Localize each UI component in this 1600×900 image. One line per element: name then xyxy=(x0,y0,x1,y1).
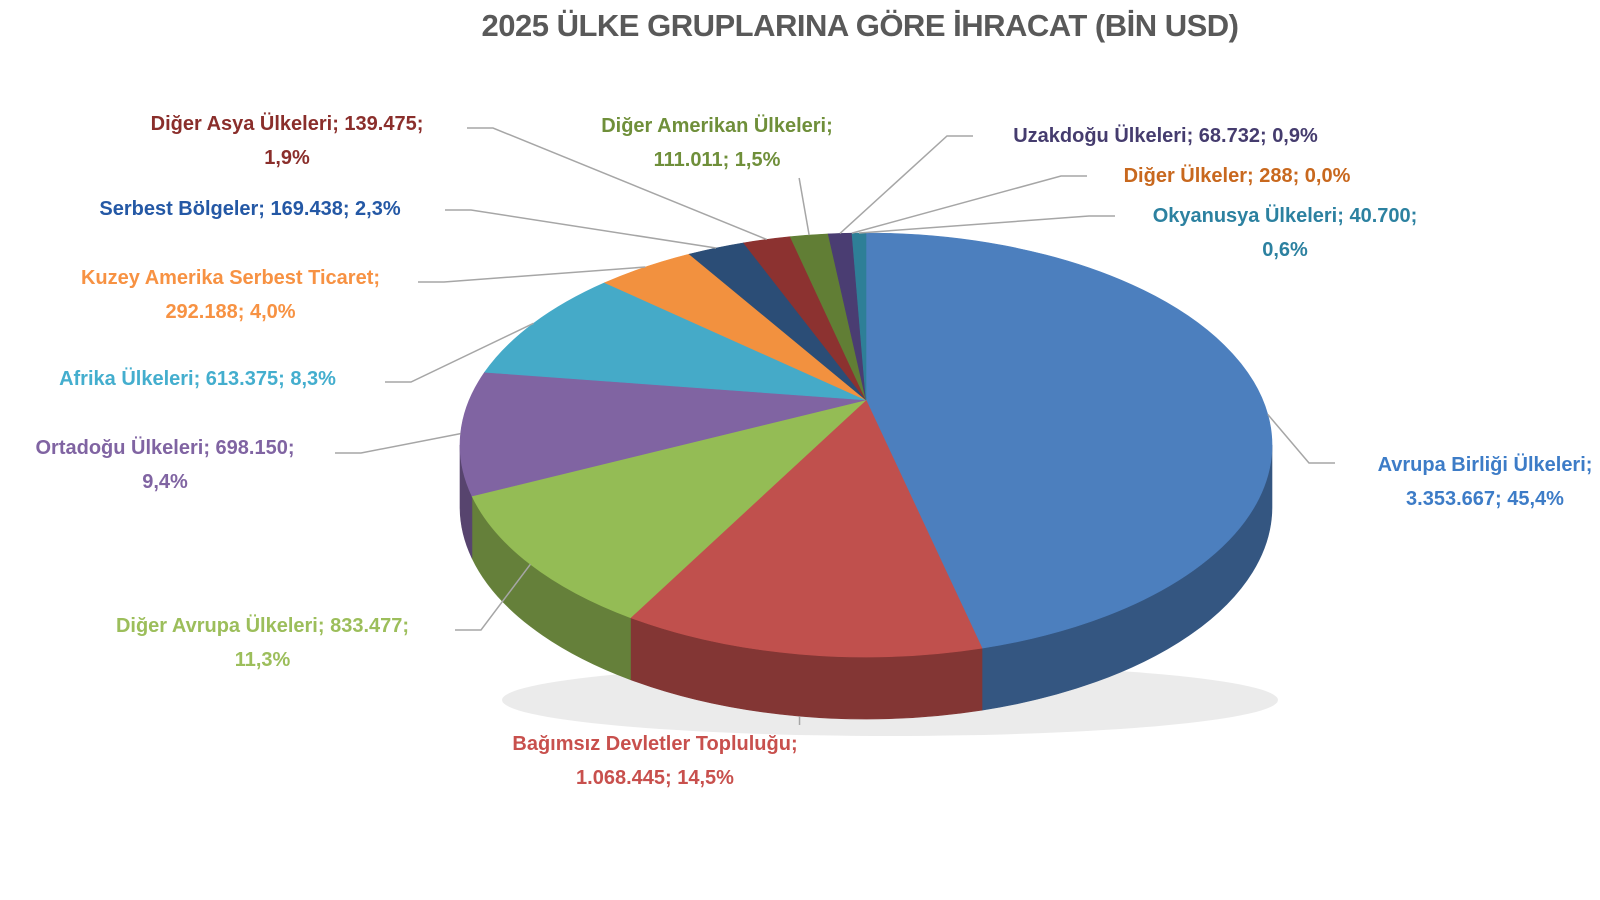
label-diger-avrupa-ulkeleri: Diğer Avrupa Ülkeleri; 833.477; 11,3% xyxy=(115,615,410,671)
leader-line-kuzey-amerika-serbest-ticaret xyxy=(418,266,646,283)
leader-line-serbest-b-lgeler xyxy=(445,209,717,249)
leader-line-ortado-u-lkeleri xyxy=(335,432,461,454)
pie-slice-ortado-u-lkeleri xyxy=(459,371,867,497)
pie-slice-ba-ms-z-devletler-toplulu-u xyxy=(629,399,983,658)
pie-top-slices xyxy=(459,232,1273,658)
pie-slice-di-er-avrupa-lkeleri xyxy=(471,399,868,619)
leader-line-di-er-amerikan-lkeleri xyxy=(798,177,810,236)
label-kuzey-amerika-serbest-ticaret: Kuzey Amerika Serbest Ticaret; 292.188; … xyxy=(80,267,381,323)
pie-slice-afrika-lkeleri xyxy=(484,282,867,401)
label-avrupa-birligi-ulkeleri: Avrupa Birliği Ülkeleri; 3.353.667; 45,4… xyxy=(1377,454,1593,510)
label-serbest-bolgeler: Serbest Bölgeler; 169.438; 2,3% xyxy=(99,198,401,220)
label-diger-asya-ulkeleri: Diğer Asya Ülkeleri; 139.475; 1,9% xyxy=(150,113,424,169)
label-ortadogu-ulkeleri: Ortadoğu Ülkeleri; 698.150; 9,4% xyxy=(35,437,295,493)
label-bagimsiz-devletler-toplulugu: Bağımsız Devletler Topluluğu; 1.068.445;… xyxy=(512,733,798,789)
leader-lines xyxy=(335,127,1335,725)
label-diger-amerikan-ulkeleri: Diğer Amerikan Ülkeleri; 111.011; 1,5% xyxy=(601,115,833,171)
chart-title: 2025 ÜLKE GRUPLARINA GÖRE İHRACAT (BİN U… xyxy=(481,8,1240,43)
label-uzakdogu-ulkeleri: Uzakdoğu Ülkeleri; 68.732; 0,9% xyxy=(1013,125,1318,147)
leader-line-di-er-lkeler xyxy=(851,175,1087,234)
label-afrika-ulkeleri: Afrika Ülkeleri; 613.375; 8,3% xyxy=(59,368,336,390)
leader-line-avrupa-birli-i-lkeleri xyxy=(1267,413,1335,464)
leader-line-di-er-avrupa-lkeleri xyxy=(455,563,531,631)
leader-line-afrika-lkeleri xyxy=(385,322,534,383)
label-okyanusya-ulkeleri: Okyanusya Ülkeleri; 40.700; 0,6% xyxy=(1152,205,1418,261)
leader-line-di-er-asya-lkeleri xyxy=(467,127,768,241)
leader-line-okyanusya-lkeleri xyxy=(858,215,1115,234)
pie-slice-avrupa-birli-i-lkeleri xyxy=(865,232,1273,649)
leader-line-uzakdo-u-lkeleri xyxy=(839,135,973,234)
label-diger-ulkeler: Diğer Ülkeler; 288; 0,0% xyxy=(1123,165,1351,187)
